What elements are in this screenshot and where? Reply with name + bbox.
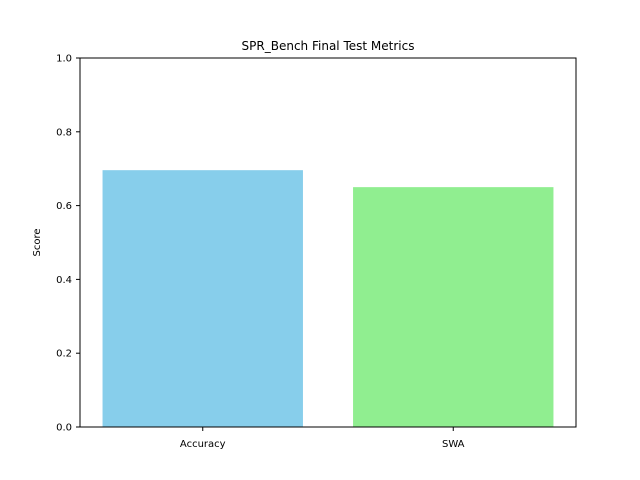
chart-title: SPR_Bench Final Test Metrics [242, 39, 415, 53]
y-tick-label: 1.0 [56, 54, 72, 65]
y-tick-label: 0.8 [56, 127, 72, 138]
x-tick-label: Accuracy [180, 439, 226, 450]
y-tick-label: 0.2 [56, 349, 72, 360]
bar-swa [353, 187, 554, 427]
bar-accuracy [102, 170, 303, 427]
y-axis: 0.0 0.2 0.4 0.6 0.8 1.0 [56, 54, 80, 434]
y-tick-label: 0.4 [56, 275, 72, 286]
y-tick-label: 0.6 [56, 201, 72, 212]
bars-group [102, 170, 554, 427]
x-tick-label: SWA [442, 439, 465, 450]
y-tick-label: 0.0 [56, 423, 72, 434]
x-axis: Accuracy SWA [180, 427, 465, 450]
plot-frame [79, 57, 577, 428]
y-axis-title: Score [32, 228, 43, 256]
